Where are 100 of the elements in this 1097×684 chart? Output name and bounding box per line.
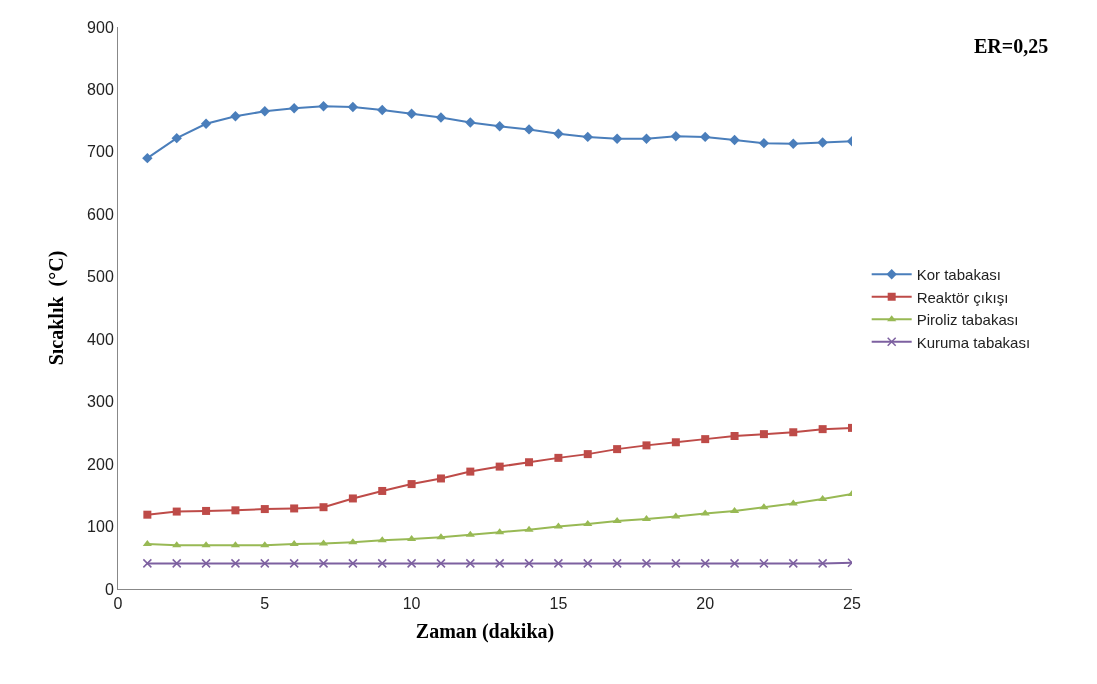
y-axis-title: Sıcaklık (°C) xyxy=(44,250,68,366)
point xyxy=(818,425,827,434)
point xyxy=(611,133,623,144)
legend-label: Piroliz tabakası xyxy=(916,311,1019,329)
point xyxy=(143,510,152,519)
point xyxy=(583,450,592,459)
point xyxy=(230,558,241,569)
point xyxy=(318,558,329,569)
point xyxy=(524,558,534,569)
point xyxy=(494,558,505,569)
point xyxy=(407,480,416,489)
point xyxy=(671,438,680,447)
point xyxy=(259,106,270,117)
x-tick-label: 25 xyxy=(843,595,861,613)
point xyxy=(818,495,828,502)
point xyxy=(348,558,358,569)
point xyxy=(406,108,417,119)
point xyxy=(171,132,182,144)
point xyxy=(406,558,417,569)
point xyxy=(671,512,681,519)
point xyxy=(729,134,740,146)
y-tick-label: 200 xyxy=(87,455,114,473)
legend-label: Kuruma tabakası xyxy=(916,333,1031,351)
x-axis-title: Zaman (dakika) xyxy=(415,619,555,643)
legend-label: Reaktör çıkışı xyxy=(916,288,1009,306)
point xyxy=(583,520,593,527)
point xyxy=(318,101,329,112)
point xyxy=(641,133,652,144)
point xyxy=(436,533,446,540)
point xyxy=(729,558,740,569)
point xyxy=(231,506,240,515)
point xyxy=(200,118,212,129)
x-tick-label: 5 xyxy=(260,595,270,613)
point xyxy=(700,558,710,569)
point xyxy=(289,558,299,569)
y-tick-label: 0 xyxy=(104,580,114,598)
point xyxy=(495,528,505,535)
point xyxy=(759,430,768,439)
point xyxy=(348,494,357,503)
point xyxy=(554,453,563,462)
point xyxy=(700,131,711,143)
point xyxy=(465,117,476,128)
y-tick-label: 500 xyxy=(87,268,114,286)
point xyxy=(435,112,447,123)
point xyxy=(701,435,710,444)
point xyxy=(612,516,622,523)
point xyxy=(289,540,299,547)
y-tick-label: 700 xyxy=(87,143,114,161)
point xyxy=(494,121,505,132)
point xyxy=(288,102,300,114)
point xyxy=(582,131,593,143)
point xyxy=(641,558,652,569)
point xyxy=(730,432,739,441)
y-tick-label: 600 xyxy=(87,205,114,223)
point xyxy=(495,462,504,471)
point xyxy=(465,530,475,537)
point xyxy=(436,558,446,569)
point xyxy=(817,137,828,148)
point xyxy=(466,467,475,476)
legend-label: Kor tabakası xyxy=(916,266,1001,284)
point xyxy=(758,137,770,149)
point xyxy=(377,558,387,569)
point xyxy=(788,138,799,149)
x-tick-label: 10 xyxy=(402,595,421,613)
point xyxy=(171,558,182,569)
point xyxy=(583,558,593,569)
x-tick-label: 20 xyxy=(696,595,715,613)
point xyxy=(172,507,181,516)
point xyxy=(523,124,535,135)
point xyxy=(642,441,651,450)
point xyxy=(789,428,798,437)
point xyxy=(759,558,769,569)
point xyxy=(202,506,211,515)
point xyxy=(436,474,445,483)
point xyxy=(612,558,622,569)
point xyxy=(524,525,534,532)
y-tick-label: 400 xyxy=(87,330,114,348)
point xyxy=(553,128,564,139)
text: ER=0,25 xyxy=(974,35,1049,57)
point xyxy=(377,104,388,116)
point xyxy=(671,558,681,569)
x-tick-label: 15 xyxy=(549,595,568,613)
point xyxy=(788,558,799,569)
point xyxy=(553,558,564,569)
point xyxy=(290,504,299,513)
y-tick-label: 300 xyxy=(87,393,114,411)
point xyxy=(142,540,152,547)
point xyxy=(613,445,622,454)
point xyxy=(142,558,153,569)
point xyxy=(378,486,387,495)
point xyxy=(260,505,269,514)
point xyxy=(230,111,241,122)
point xyxy=(347,101,359,113)
point xyxy=(142,152,153,164)
point xyxy=(319,503,328,512)
y-tick-label: 800 xyxy=(87,81,114,99)
point xyxy=(260,558,270,569)
y-tick-label: 100 xyxy=(87,518,114,536)
y-tick-label: 900 xyxy=(87,18,114,36)
point xyxy=(817,558,828,569)
